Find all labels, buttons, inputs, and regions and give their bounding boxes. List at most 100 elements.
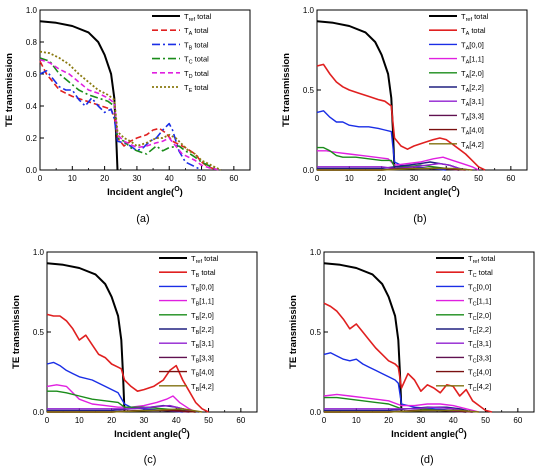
chart-panel-1: 0 10 20 30 40 50 60 0.0 0.2 0.4 0.6 0.8 1.0 Tref tota… bbox=[4, 6, 251, 225]
legend-label: TA[0,0] bbox=[461, 40, 484, 51]
x-tick-label: 50 bbox=[481, 416, 490, 425]
series-line-2 bbox=[323, 302, 493, 413]
x-tick-label: 20 bbox=[100, 174, 109, 183]
chart-panel-4: 0 10 20 30 40 50 60 0.0 0.5 1.0 Tref total TC total… bbox=[288, 248, 535, 466]
x-tick-label: 30 bbox=[132, 174, 141, 183]
x-axis-label: Incident angle(O) bbox=[114, 428, 190, 440]
y-tick-label: 0.4 bbox=[26, 102, 38, 111]
x-axis-label: Incident angle(O) bbox=[384, 186, 460, 198]
x-axis-label: Incident angle(O) bbox=[391, 428, 467, 440]
legend-label: Tref total bbox=[184, 12, 212, 23]
series-line-5 bbox=[317, 146, 460, 171]
legend-label: TC[3,3] bbox=[468, 353, 491, 364]
y-axis-label: TE transmission bbox=[288, 295, 299, 369]
x-tick-label: 60 bbox=[506, 174, 515, 183]
y-tick-label: 0.5 bbox=[310, 328, 322, 337]
x-tick-label: 40 bbox=[172, 416, 181, 425]
panel-caption: (b) bbox=[413, 213, 426, 225]
panel-caption: (a) bbox=[136, 213, 149, 225]
x-tick-label: 50 bbox=[204, 416, 213, 425]
x-tick-label: 30 bbox=[409, 174, 418, 183]
legend-label: TB[3,1] bbox=[191, 339, 214, 350]
x-tick-label: 30 bbox=[416, 416, 425, 425]
x-tick-label: 10 bbox=[352, 416, 361, 425]
y-axis-label: TE transmission bbox=[11, 295, 22, 369]
series-line-1 bbox=[316, 20, 396, 171]
legend: Tref total TA total TA[0,0] TA[1,1] TA[2,0] T… bbox=[429, 12, 489, 151]
series-line-1 bbox=[46, 262, 126, 413]
legend: Tref total TC total TC[0,0] TC[1,1] TC[2,0] T… bbox=[436, 254, 496, 393]
legend-label: TA[2,2] bbox=[461, 83, 484, 94]
y-tick-label: 1.0 bbox=[33, 248, 45, 257]
legend-label: TA[4,0] bbox=[461, 126, 484, 137]
series-line-5 bbox=[324, 396, 467, 413]
x-tick-label: 40 bbox=[449, 416, 458, 425]
y-tick-label: 1.0 bbox=[310, 248, 322, 257]
legend-label: TC[3,1] bbox=[468, 339, 491, 350]
x-tick-label: 0 bbox=[315, 174, 320, 183]
x-tick-label: 20 bbox=[384, 416, 393, 425]
series-line-1 bbox=[39, 20, 119, 171]
legend-label: Tref total bbox=[461, 12, 489, 23]
series-line-3 bbox=[323, 352, 473, 413]
x-tick-label: 0 bbox=[45, 416, 50, 425]
legend-label: TC[2,0] bbox=[468, 311, 491, 322]
legend-label: TD total bbox=[184, 69, 209, 80]
series-line-4 bbox=[39, 57, 219, 171]
series-line-4 bbox=[323, 393, 480, 413]
chart-panel-2: 0 10 20 30 40 50 60 0.0 0.5 1.0 Tref total TA total… bbox=[281, 6, 528, 225]
x-tick-label: 30 bbox=[139, 416, 148, 425]
y-tick-label: 1.0 bbox=[26, 6, 38, 15]
x-tick-label: 10 bbox=[75, 416, 84, 425]
series-line-3 bbox=[39, 70, 202, 171]
x-tick-label: 60 bbox=[236, 416, 245, 425]
legend-label: TB total bbox=[184, 40, 209, 51]
x-tick-label: 50 bbox=[197, 174, 206, 183]
y-tick-label: 0.0 bbox=[33, 408, 45, 417]
y-tick-label: 0.5 bbox=[303, 86, 315, 95]
panel-caption: (d) bbox=[420, 454, 433, 466]
legend-label: TB[4,2] bbox=[191, 382, 214, 393]
x-tick-label: 10 bbox=[68, 174, 77, 183]
series-line-2 bbox=[316, 63, 486, 171]
y-tick-label: 0.6 bbox=[26, 70, 38, 79]
series-line-4 bbox=[317, 150, 479, 171]
legend-label: TB[4,0] bbox=[191, 368, 214, 379]
x-tick-label: 50 bbox=[474, 174, 483, 183]
series-line-7 bbox=[317, 162, 466, 171]
legend-label: Tref total bbox=[191, 254, 219, 265]
legend-label: TC[2,2] bbox=[468, 325, 491, 336]
legend-label: TC[0,0] bbox=[468, 282, 491, 293]
legend-label: TA[3,1] bbox=[461, 97, 484, 108]
legend-label: TC total bbox=[468, 268, 493, 279]
series-line-1 bbox=[323, 262, 403, 413]
x-tick-label: 60 bbox=[229, 174, 238, 183]
legend-label: TC[1,1] bbox=[468, 297, 491, 308]
legend-label: TA[3,3] bbox=[461, 111, 484, 122]
x-tick-label: 0 bbox=[38, 174, 43, 183]
legend-label: TE total bbox=[184, 83, 209, 94]
y-tick-label: 0.8 bbox=[26, 38, 38, 47]
series-line-3 bbox=[316, 110, 447, 171]
x-tick-label: 0 bbox=[322, 416, 327, 425]
plot-frame bbox=[46, 251, 258, 413]
legend-label: TB[3,3] bbox=[191, 353, 214, 364]
y-axis-label: TE transmission bbox=[4, 53, 15, 127]
legend-label: TA total bbox=[184, 26, 209, 37]
legend: Tref total TA total TB total TC total TD tot… bbox=[152, 12, 212, 94]
y-tick-label: 1.0 bbox=[303, 6, 315, 15]
legend-label: TB total bbox=[191, 268, 216, 279]
legend-label: TC[4,0] bbox=[468, 368, 491, 379]
legend-label: Tref total bbox=[468, 254, 496, 265]
panel-caption: (c) bbox=[144, 454, 157, 466]
legend-label: TA[4,2] bbox=[461, 140, 484, 151]
legend: Tref total TB total TB[0,0] TB[1,1] TB[2,0] T… bbox=[159, 254, 219, 393]
series-line-10 bbox=[317, 167, 473, 171]
legend-label: TC[4,2] bbox=[468, 382, 491, 393]
legend-label: TA total bbox=[461, 26, 486, 37]
series-line-5 bbox=[39, 58, 222, 171]
y-axis-label: TE transmission bbox=[281, 53, 292, 127]
y-tick-label: 0.5 bbox=[33, 328, 45, 337]
x-tick-label: 60 bbox=[513, 416, 522, 425]
